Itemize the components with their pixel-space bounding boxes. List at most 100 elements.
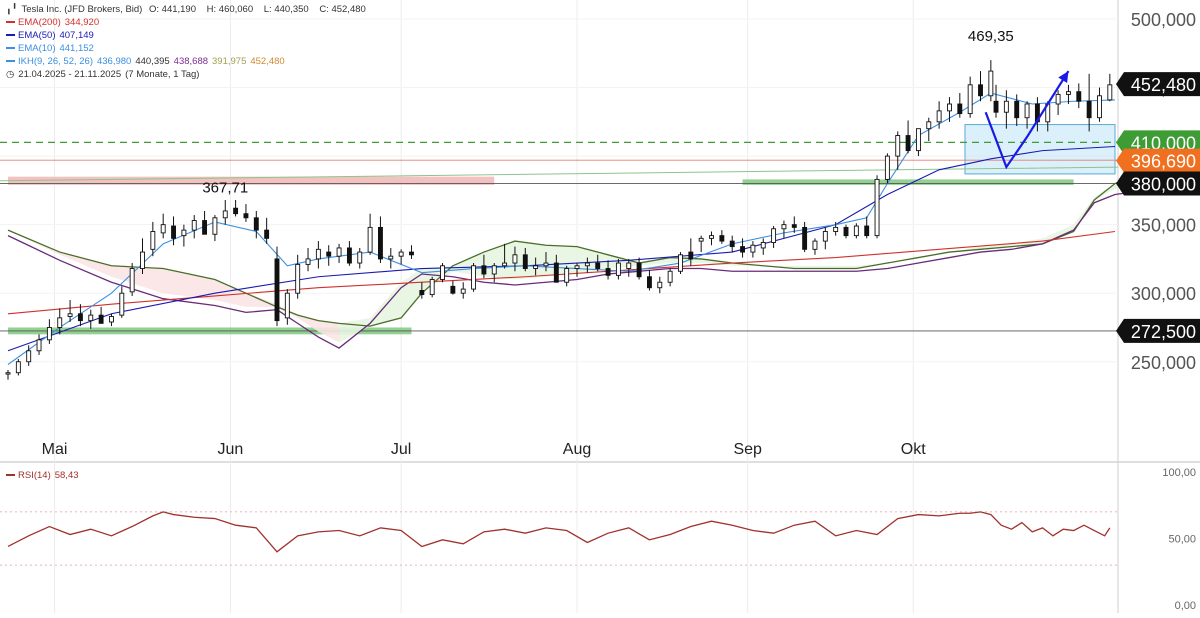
candle-up[interactable] [150, 231, 156, 250]
candle-up[interactable] [502, 262, 508, 267]
candle-up[interactable] [26, 350, 32, 363]
candle-up[interactable] [884, 155, 890, 180]
candle-up[interactable] [491, 265, 497, 275]
candle-up[interactable] [67, 313, 73, 317]
candle-up[interactable] [305, 258, 311, 265]
candle-up[interactable] [947, 103, 952, 112]
price-label-black[interactable]: 272,500 [1116, 318, 1200, 343]
legend-ikh[interactable]: IKH(9, 26, 52, 26) 436,980 440,395 438,688 3… [6, 56, 289, 68]
candle-up[interactable] [88, 314, 94, 322]
candle-down[interactable] [553, 262, 559, 283]
candle-down[interactable] [740, 246, 746, 253]
candle-down[interactable] [233, 207, 239, 215]
candle-down[interactable] [481, 265, 487, 275]
candle-up[interactable] [512, 254, 518, 264]
candle-up[interactable] [709, 235, 714, 239]
candle-up[interactable] [781, 224, 787, 230]
candle-up[interactable] [915, 128, 921, 152]
candle-up[interactable] [429, 279, 435, 296]
candle-down[interactable] [843, 226, 849, 237]
candle-up[interactable] [5, 372, 11, 375]
candle-up[interactable] [191, 220, 197, 231]
candle-down[interactable] [646, 276, 652, 289]
candle-up[interactable] [926, 121, 932, 130]
candle-up[interactable] [657, 281, 663, 289]
candle-up[interactable] [988, 70, 994, 97]
candle-down[interactable] [326, 251, 332, 257]
candle-down[interactable] [719, 235, 725, 242]
candle-up[interactable] [771, 228, 777, 243]
candle-up[interactable] [533, 265, 539, 269]
candle-up[interactable] [853, 225, 859, 237]
candle-down[interactable] [957, 103, 963, 115]
candle-down[interactable] [171, 225, 176, 239]
candle-up[interactable] [1003, 100, 1009, 113]
candle-down[interactable] [905, 135, 911, 152]
candle-up[interactable] [615, 262, 621, 276]
candle-up[interactable] [1065, 91, 1071, 95]
candle-down[interactable] [636, 262, 642, 278]
candle-down[interactable] [377, 226, 383, 260]
candle-up[interactable] [388, 255, 394, 260]
candle-up[interactable] [284, 292, 290, 319]
candle-up[interactable] [1024, 103, 1030, 119]
candle-down[interactable] [605, 268, 611, 276]
candle-up[interactable] [564, 268, 570, 283]
candle-down[interactable] [77, 313, 83, 322]
candle-up[interactable] [1097, 95, 1102, 119]
candle-down[interactable] [264, 229, 270, 239]
candle-up[interactable] [833, 226, 839, 232]
candle-up[interactable] [440, 265, 445, 280]
candle-down[interactable] [993, 100, 999, 113]
candle-up[interactable] [967, 84, 973, 115]
candle-down[interactable] [409, 251, 414, 256]
candle-up[interactable] [895, 135, 901, 157]
legend-ema10[interactable]: EMA(10) 441,152 [6, 43, 98, 55]
candle-up[interactable] [812, 240, 818, 250]
candle-down[interactable] [1014, 100, 1020, 119]
candle-down[interactable] [346, 247, 352, 264]
candle-up[interactable] [336, 247, 342, 257]
candle-up[interactable] [460, 288, 466, 294]
price-label-orange[interactable]: 396,690 [1116, 148, 1200, 173]
candle-down[interactable] [243, 213, 249, 219]
candle-up[interactable] [574, 265, 580, 269]
candle-up[interactable] [140, 251, 145, 269]
candle-up[interactable] [760, 242, 766, 249]
candle-up[interactable] [398, 251, 404, 257]
candle-down[interactable] [253, 217, 259, 231]
legend-ema50[interactable]: EMA(50) 407,149 [6, 30, 98, 42]
candle-up[interactable] [295, 263, 301, 294]
candle-down[interactable] [688, 251, 694, 260]
candle-up[interactable] [212, 217, 218, 235]
candle-up[interactable] [667, 270, 673, 283]
candle-up[interactable] [936, 110, 942, 123]
candle-down[interactable] [202, 220, 208, 235]
candle-down[interactable] [864, 225, 870, 237]
candle-up[interactable] [367, 226, 373, 253]
candle-down[interactable] [1076, 91, 1082, 102]
candle-up[interactable] [357, 251, 363, 264]
candle-down[interactable] [595, 262, 601, 269]
candle-up[interactable] [57, 317, 63, 328]
candle-down[interactable] [419, 290, 425, 296]
candle-up[interactable] [1107, 84, 1113, 101]
candle-up[interactable] [543, 262, 549, 267]
candle-up[interactable] [626, 262, 632, 269]
candle-up[interactable] [315, 248, 321, 260]
candle-down[interactable] [791, 224, 797, 228]
candle-up[interactable] [119, 292, 125, 316]
rsi-legend[interactable]: RSI(14) 58,43 [6, 470, 83, 482]
candle-up[interactable] [15, 361, 21, 374]
candle-down[interactable] [98, 314, 104, 324]
candle-up[interactable] [1055, 93, 1061, 105]
candle-up[interactable] [46, 327, 52, 341]
price-label-green[interactable]: 410,000 [1116, 130, 1200, 155]
legend-ema200[interactable]: EMA(200) 344,920 [6, 17, 103, 29]
price-label-black[interactable]: 380,000 [1116, 171, 1200, 196]
candle-down[interactable] [729, 240, 735, 248]
candle-down[interactable] [274, 258, 280, 322]
candle-up[interactable] [678, 254, 683, 272]
